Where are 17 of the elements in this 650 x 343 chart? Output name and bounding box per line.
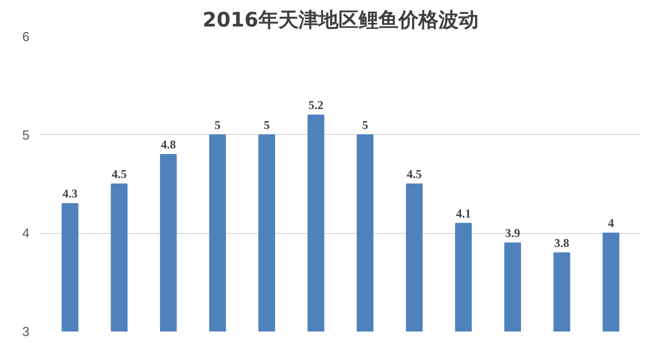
y-tick-label: 4 (22, 226, 30, 241)
y-tick-label: 5 (22, 127, 30, 142)
data-label: 3.9 (505, 226, 520, 240)
data-label: 5 (214, 118, 221, 132)
data-label: 4.5 (112, 167, 127, 181)
data-label: 5.2 (308, 98, 324, 112)
data-label: 4.3 (62, 186, 78, 201)
data-label: 4.8 (160, 138, 176, 152)
y-tick-label: 3 (22, 324, 30, 339)
data-label: 4 (608, 216, 614, 230)
data-label: 5 (264, 118, 270, 132)
data-label: 4.5 (406, 167, 422, 181)
data-label: 5 (362, 118, 368, 132)
data-label: 4.1 (456, 206, 471, 220)
chart-title: 2016年天津地区鲤鱼价格波动 (202, 8, 478, 32)
data-label: 3.8 (554, 236, 570, 250)
y-tick-label: 6 (22, 29, 30, 44)
